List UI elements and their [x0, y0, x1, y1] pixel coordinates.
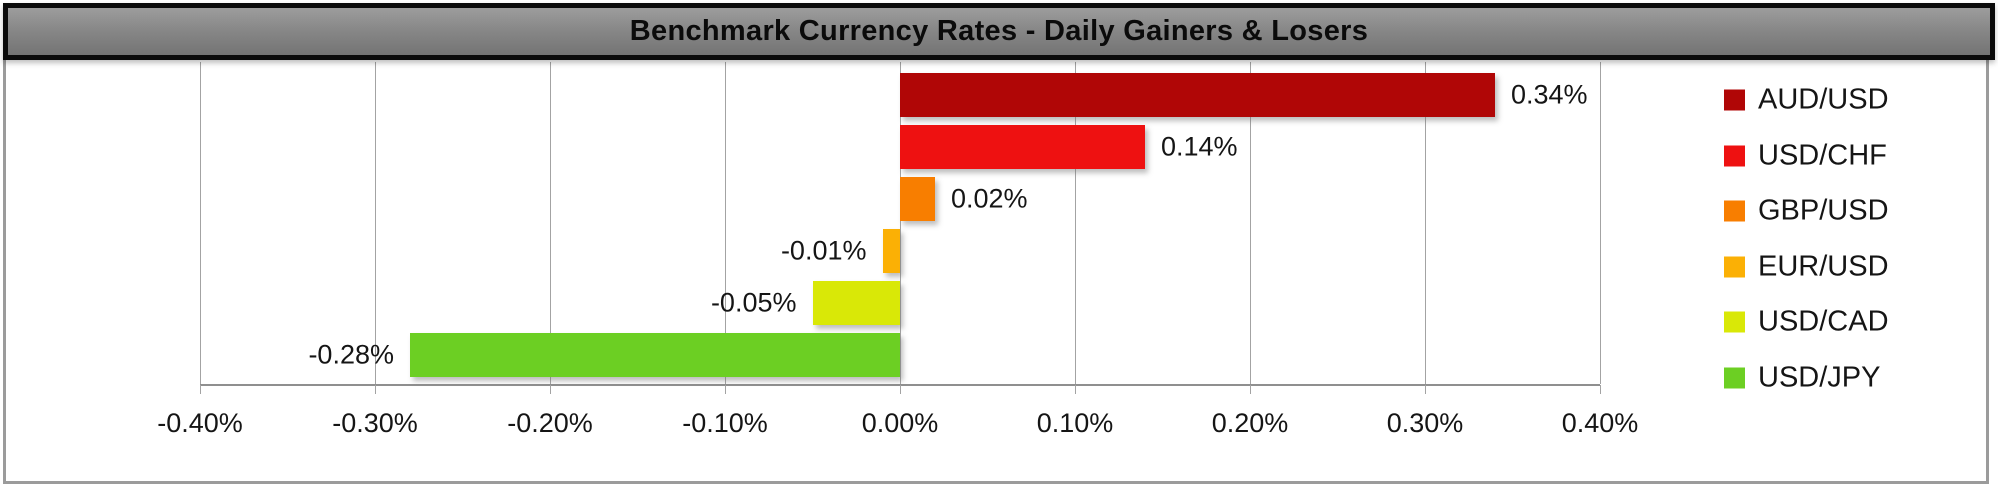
legend-label: USD/JPY [1758, 361, 1881, 394]
legend-swatch-icon [1724, 145, 1745, 167]
x-axis-label: -0.10% [682, 408, 768, 438]
legend-label: USD/CAD [1758, 305, 1889, 338]
legend-swatch-icon [1724, 367, 1745, 389]
legend-label: USD/CHF [1758, 139, 1887, 172]
gridline [725, 62, 726, 384]
axis-tick [1425, 385, 1426, 394]
x-axis-label: 0.00% [861, 408, 939, 438]
x-axis-label: -0.30% [332, 408, 418, 438]
legend-item-usd-cad: USD/CAD [1724, 306, 1889, 339]
legend-swatch-icon [1724, 200, 1745, 222]
axis-tick [200, 385, 201, 394]
x-axis-label: -0.20% [507, 408, 593, 438]
legend-label: AUD/USD [1758, 83, 1889, 116]
axis-tick [725, 385, 726, 394]
x-axis-label: 0.40% [1561, 408, 1639, 438]
data-label-usd-jpy: -0.28% [308, 339, 394, 370]
axis-tick [900, 385, 901, 394]
gridline [900, 62, 901, 384]
plot-area: 0.34% 0.14% 0.02% -0.01% -0.05% -0.28% [200, 62, 1601, 394]
gridline [550, 62, 551, 384]
legend-swatch-icon [1724, 311, 1745, 333]
axis-tick [550, 385, 551, 394]
data-label-gbp-usd: 0.02% [951, 183, 1028, 214]
bar-eur-usd [882, 229, 900, 273]
legend-item-aud-usd: AUD/USD [1724, 84, 1889, 117]
legend-swatch-icon [1724, 256, 1745, 278]
legend-swatch-icon [1724, 89, 1745, 111]
bar-gbp-usd [900, 177, 935, 221]
gridline [200, 62, 201, 384]
legend-label: GBP/USD [1758, 194, 1889, 227]
axis-tick [1600, 385, 1601, 394]
legend-item-usd-chf: USD/CHF [1724, 139, 1887, 172]
gridline [375, 62, 376, 384]
gridline [1600, 62, 1601, 384]
data-label-eur-usd: -0.01% [780, 235, 867, 266]
chart-title: Benchmark Currency Rates - Daily Gainers… [629, 15, 1369, 47]
x-axis-label: 0.20% [1211, 408, 1289, 438]
data-label-aud-usd: 0.34% [1511, 79, 1588, 110]
bar-aud-usd [900, 73, 1495, 117]
x-axis-label: 0.30% [1386, 408, 1464, 438]
bar-usd-chf [900, 125, 1145, 169]
x-axis-label: -0.40% [157, 408, 243, 438]
axis-tick [1250, 385, 1251, 394]
data-label-usd-chf: 0.14% [1161, 131, 1238, 162]
gridline [1075, 62, 1076, 384]
bar-usd-cad [812, 281, 900, 325]
data-label-usd-cad: -0.05% [710, 287, 797, 318]
axis-tick [375, 385, 376, 394]
legend-label: EUR/USD [1758, 250, 1889, 283]
gridline [1425, 62, 1426, 384]
legend-item-usd-jpy: USD/JPY [1724, 362, 1880, 395]
legend-item-gbp-usd: GBP/USD [1724, 195, 1889, 228]
gridline [1250, 62, 1251, 384]
axis-tick [1075, 385, 1076, 394]
chart-title-bar: Benchmark Currency Rates - Daily Gainers… [3, 3, 1995, 60]
legend-item-eur-usd: EUR/USD [1724, 250, 1889, 283]
x-axis-label: 0.10% [1036, 408, 1114, 438]
bar-usd-jpy [410, 333, 900, 377]
